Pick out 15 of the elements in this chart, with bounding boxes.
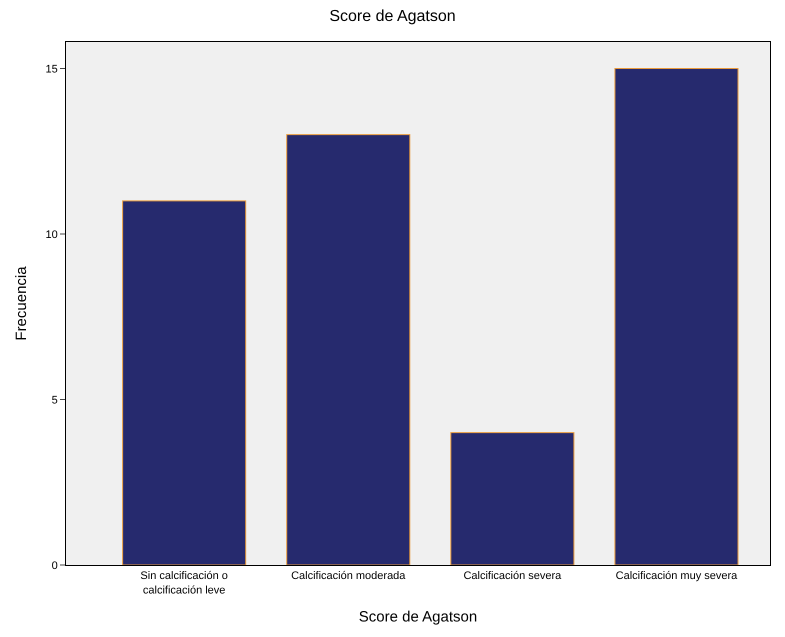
y-axis-title: Frecuencia — [12, 266, 30, 341]
bar — [286, 134, 410, 565]
x-tick-label: Calcificación moderada — [291, 570, 406, 582]
x-tick-label: Sin calcificación o calcificación leve — [140, 570, 228, 596]
bar — [450, 432, 574, 565]
x-tick-label: Calcificación muy severa — [616, 570, 738, 582]
chart-title: Score de Agatson — [329, 8, 456, 25]
bar — [122, 200, 246, 565]
bar — [614, 68, 738, 565]
y-tick-label: 0 — [52, 560, 58, 572]
x-tick-label: Calcificación severa — [463, 570, 562, 582]
y-tick-label: 5 — [52, 394, 58, 406]
y-tick-label: 15 — [46, 63, 58, 76]
x-axis-title: Score de Agatson — [358, 608, 478, 626]
y-tick-label: 10 — [46, 228, 58, 241]
